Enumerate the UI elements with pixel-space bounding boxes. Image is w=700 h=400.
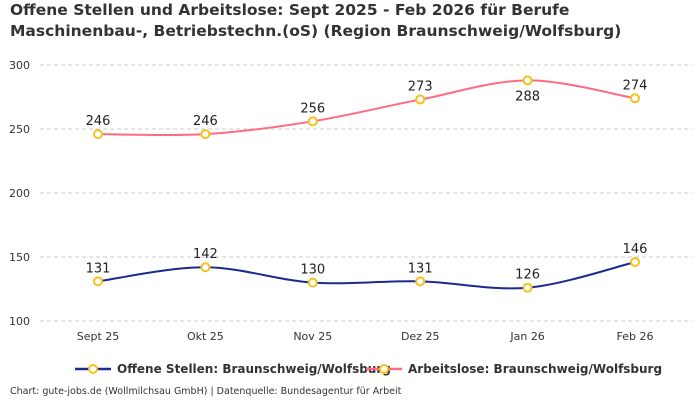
legend-label: Arbeitslose: Braunschweig/Wolfsburg — [408, 362, 663, 376]
y-tick-label: 250 — [9, 123, 30, 136]
chart-title: Offene Stellen und Arbeitslose: Sept 202… — [10, 1, 622, 40]
legend-item-arbeitslose[interactable]: Arbeitslose: Braunschweig/Wolfsburg — [366, 362, 662, 376]
y-tick-label: 150 — [9, 251, 30, 264]
data-label: 288 — [515, 89, 540, 104]
legend-marker-icon — [75, 364, 111, 374]
data-point — [630, 93, 640, 104]
data-point — [522, 75, 533, 86]
legend-marker-icon — [366, 364, 402, 374]
data-label: 130 — [300, 263, 325, 278]
y-tick-label: 100 — [9, 315, 30, 328]
series-line — [97, 79, 636, 137]
data-point — [307, 116, 318, 127]
data-point — [93, 276, 103, 287]
legend-label: Offene Stellen: Braunschweig/Wolfsburg — [117, 362, 391, 376]
x-tick-label: Feb 26 — [617, 330, 654, 343]
data-point — [307, 277, 318, 288]
x-tick-label: Okt 25 — [187, 330, 224, 343]
series-line — [97, 261, 636, 290]
footer-source: Chart: gute-jobs.de (Wollmilchsau GmbH) … — [10, 386, 402, 397]
data-label: 246 — [86, 114, 111, 129]
data-point — [200, 262, 211, 273]
legend-item-offene-stellen[interactable]: Offene Stellen: Braunschweig/Wolfsburg — [75, 362, 391, 376]
data-point — [415, 276, 426, 287]
x-tick-label: Sept 25 — [77, 330, 120, 343]
data-label: 126 — [515, 268, 540, 283]
data-label: 131 — [86, 261, 111, 276]
y-tick-label: 200 — [9, 187, 30, 200]
x-tick-label: Dez 25 — [401, 330, 440, 343]
data-point — [522, 282, 533, 293]
data-label: 274 — [623, 78, 648, 93]
data-label: 131 — [408, 261, 433, 276]
data-point — [415, 94, 426, 105]
data-label: 246 — [193, 114, 218, 129]
data-point — [93, 129, 103, 140]
y-tick-label: 300 — [9, 59, 30, 72]
data-label: 146 — [623, 242, 648, 257]
x-tick-label: Nov 25 — [293, 330, 332, 343]
data-label: 256 — [300, 101, 325, 116]
line-chart: 100 150 200 250 300 Sept 25 Okt 25 Nov 25 Dez 25… — [9, 59, 692, 343]
data-label: 142 — [193, 247, 218, 262]
data-point — [630, 257, 640, 268]
x-tick-label: Jan 26 — [509, 330, 544, 343]
data-point — [200, 129, 211, 140]
data-label: 273 — [408, 80, 433, 95]
